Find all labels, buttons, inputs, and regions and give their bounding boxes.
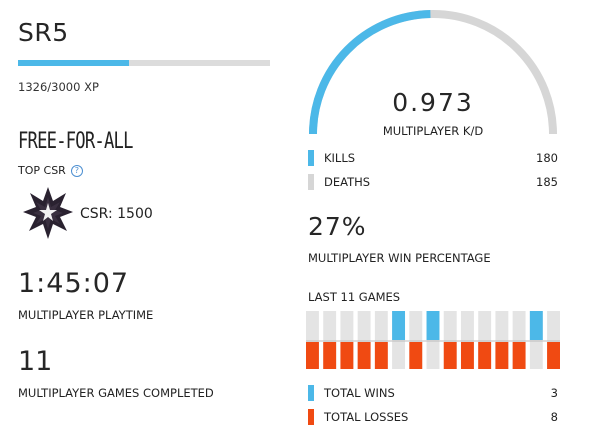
game-loss-bar xyxy=(512,342,526,369)
xp-progress-fill xyxy=(18,60,130,66)
playtime-label: MULTIPLAYER PLAYTIME xyxy=(18,308,154,322)
playtime-value: 1:45:07 xyxy=(18,268,130,299)
game-loss-bar xyxy=(409,342,423,369)
csr-emblem-icon xyxy=(23,187,73,239)
game-loss-bar xyxy=(478,342,492,369)
game-loss-bar xyxy=(357,342,371,369)
xp-text: 1326/3000 XP xyxy=(18,80,99,94)
game-loss-bar xyxy=(547,342,560,369)
total-losses-value: 8 xyxy=(550,410,558,424)
kills-row: KILLS 180 xyxy=(308,150,558,166)
game-loss-bar xyxy=(340,342,354,369)
total-losses-row: TOTAL LOSSES 8 xyxy=(308,409,558,425)
top-csr: TOP CSR ? xyxy=(18,164,83,177)
game-loss-bar xyxy=(374,342,388,369)
kills-label: KILLS xyxy=(324,151,356,165)
total-losses-label: TOTAL LOSSES xyxy=(324,410,409,424)
win-percentage-label: MULTIPLAYER WIN PERCENTAGE xyxy=(308,251,491,265)
help-icon[interactable]: ? xyxy=(70,164,83,177)
top-csr-label: TOP CSR xyxy=(18,164,66,177)
deaths-swatch xyxy=(308,174,314,190)
game-loss-bar xyxy=(460,342,474,369)
game-win-bar xyxy=(426,311,440,340)
games-completed-value: 11 xyxy=(18,346,53,377)
last-games-label: LAST 11 GAMES xyxy=(308,290,401,304)
total-wins-label: TOTAL WINS xyxy=(324,386,395,400)
rank-title: SR5 xyxy=(18,18,69,47)
kd-gauge xyxy=(309,10,557,135)
games-completed-label: MULTIPLAYER GAMES COMPLETED xyxy=(18,386,214,400)
kd-value: 0.973 xyxy=(392,88,474,117)
game-loss-bar xyxy=(443,342,457,369)
losses-swatch xyxy=(308,409,314,425)
kills-swatch xyxy=(308,150,314,166)
last-games-chart xyxy=(306,311,560,369)
playlist-title: FREE-FOR-ALL xyxy=(18,129,133,154)
wins-swatch xyxy=(308,385,314,401)
game-loss-bar xyxy=(306,342,319,369)
win-percentage-value: 27% xyxy=(308,212,367,241)
total-wins-row: TOTAL WINS 3 xyxy=(308,385,558,401)
deaths-row: DEATHS 185 xyxy=(308,174,558,190)
kd-label: MULTIPLAYER K/D xyxy=(382,124,484,138)
kd-gauge-fill xyxy=(309,10,431,135)
game-loss-bar xyxy=(495,342,509,369)
total-wins-value: 3 xyxy=(550,386,558,400)
deaths-label: DEATHS xyxy=(324,175,371,189)
kills-value: 180 xyxy=(536,151,558,165)
game-win-bar xyxy=(392,311,406,340)
xp-progress-bar xyxy=(18,60,270,66)
deaths-value: 185 xyxy=(536,175,558,189)
game-loss-bar xyxy=(323,342,337,369)
csr-value: CSR: 1500 xyxy=(80,206,153,222)
game-win-bar xyxy=(529,311,543,340)
